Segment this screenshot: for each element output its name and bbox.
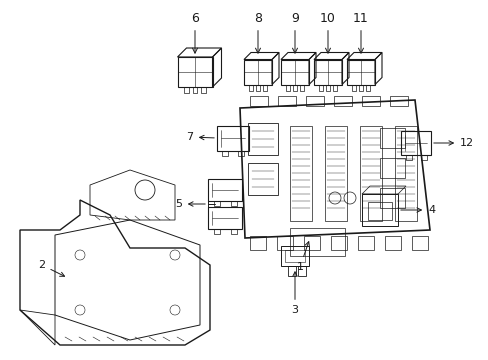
Bar <box>177 57 212 87</box>
Text: 6: 6 <box>191 12 199 53</box>
Bar <box>346 59 374 85</box>
Bar <box>263 85 266 90</box>
Text: 7: 7 <box>185 132 214 142</box>
Bar <box>256 85 260 90</box>
Text: 8: 8 <box>253 12 262 53</box>
Bar <box>244 59 271 85</box>
Bar <box>247 123 278 155</box>
Bar <box>238 150 244 156</box>
Bar <box>366 85 369 90</box>
Bar <box>357 236 373 250</box>
Bar <box>400 131 430 155</box>
Text: 10: 10 <box>320 12 335 53</box>
Text: 4: 4 <box>400 205 434 215</box>
Text: 9: 9 <box>290 12 298 53</box>
Bar <box>384 236 400 250</box>
Text: 12: 12 <box>433 138 473 148</box>
Bar <box>207 179 242 201</box>
Bar <box>379 128 404 148</box>
Text: 11: 11 <box>352 12 368 53</box>
Bar <box>358 85 362 90</box>
Bar <box>183 87 188 93</box>
Bar <box>325 85 329 90</box>
Bar <box>325 126 346 221</box>
Bar <box>248 85 252 90</box>
Bar <box>247 163 278 195</box>
Bar <box>213 229 219 234</box>
Bar <box>313 59 341 85</box>
Text: 2: 2 <box>39 260 64 276</box>
Bar <box>285 250 305 262</box>
Bar <box>289 126 311 221</box>
Bar <box>330 236 346 250</box>
Bar <box>201 87 206 93</box>
Bar <box>379 158 404 178</box>
Bar <box>359 126 381 221</box>
Bar <box>394 126 416 221</box>
Bar <box>289 228 345 256</box>
Bar <box>213 201 219 206</box>
Bar <box>367 202 391 220</box>
Bar <box>281 246 308 266</box>
Bar <box>192 87 197 93</box>
Bar <box>249 236 265 250</box>
Bar <box>285 85 289 90</box>
Bar <box>411 236 427 250</box>
Bar <box>278 96 295 106</box>
Text: 5: 5 <box>175 199 205 209</box>
Bar <box>230 229 236 234</box>
Bar <box>405 155 411 160</box>
Text: 1: 1 <box>296 242 309 272</box>
Bar <box>389 96 407 106</box>
Bar <box>207 207 242 229</box>
Bar <box>351 85 355 90</box>
Bar <box>217 126 248 150</box>
Bar <box>287 266 295 276</box>
Bar <box>361 194 397 226</box>
Bar <box>230 201 236 206</box>
Bar <box>361 96 379 106</box>
Bar <box>249 96 267 106</box>
Bar <box>379 188 404 208</box>
Bar <box>292 85 296 90</box>
Bar <box>304 236 319 250</box>
Bar <box>333 96 351 106</box>
Bar <box>300 85 304 90</box>
Bar <box>222 150 227 156</box>
Bar <box>305 96 324 106</box>
Bar <box>281 59 308 85</box>
Bar <box>420 155 426 160</box>
Bar <box>318 85 322 90</box>
Bar <box>332 85 336 90</box>
Text: 3: 3 <box>291 272 298 315</box>
Bar <box>297 266 305 276</box>
Bar <box>276 236 292 250</box>
